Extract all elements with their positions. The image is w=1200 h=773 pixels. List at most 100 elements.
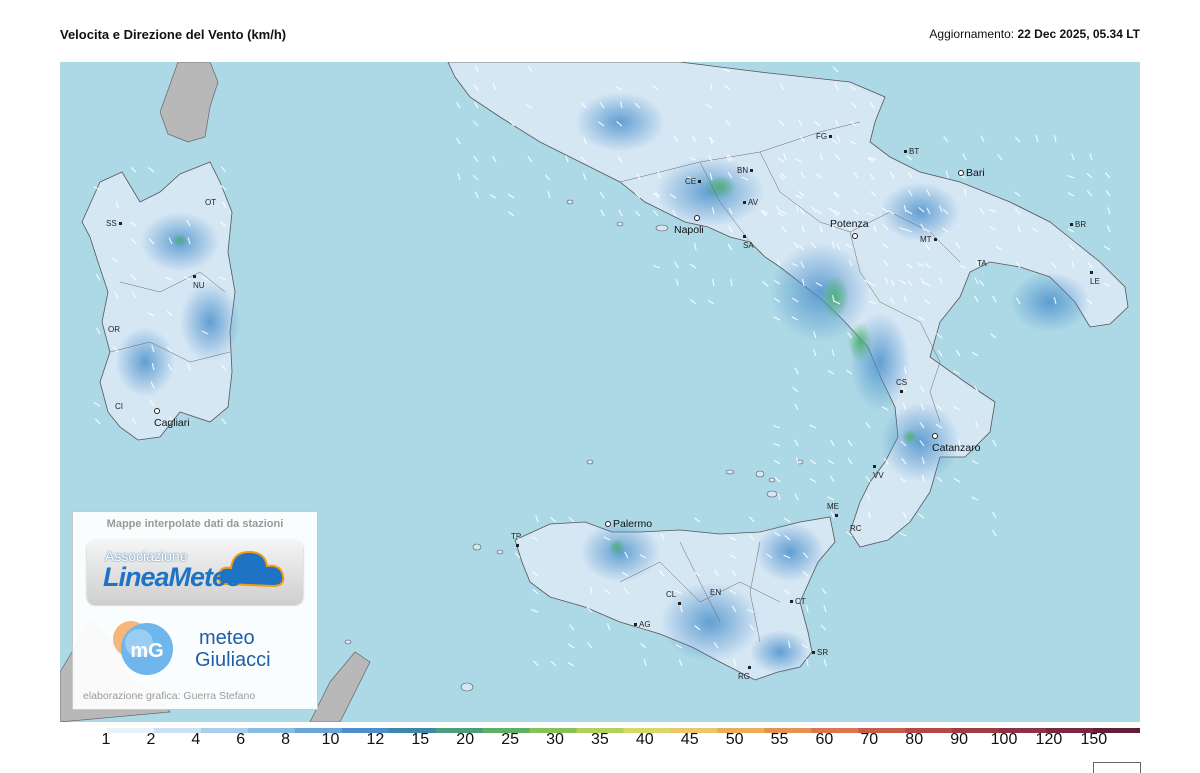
wind-barb xyxy=(831,241,835,249)
wind-barb xyxy=(812,331,817,339)
wind-barb xyxy=(131,417,137,425)
wind-barb xyxy=(906,263,913,269)
wind-barb xyxy=(1067,174,1075,179)
lineameteo-word-a: Linea xyxy=(103,562,170,592)
wind-barb xyxy=(705,103,713,109)
wind-barb xyxy=(811,206,817,213)
city-label: SR xyxy=(812,648,828,657)
wind-barb xyxy=(919,385,925,393)
wind-barb xyxy=(903,205,907,213)
city-label: BN xyxy=(737,166,755,175)
meteo-giuliacci-line2: Giuliacci xyxy=(195,649,271,671)
wind-barb xyxy=(130,166,137,173)
wind-barb xyxy=(834,119,839,127)
wind-barb xyxy=(532,571,539,577)
wind-barb xyxy=(689,263,697,269)
wind-barb xyxy=(794,367,799,375)
wind-barb xyxy=(636,173,641,181)
wind-barb xyxy=(926,207,931,215)
small-islands xyxy=(344,199,804,692)
wind-barb xyxy=(821,587,827,595)
wind-barb xyxy=(802,570,809,577)
city-label-major: Catanzaro xyxy=(932,430,980,454)
meteo-giuliacci-line1: meteo xyxy=(199,627,255,649)
wind-barb xyxy=(823,659,827,667)
wind-barb xyxy=(728,225,733,233)
wind-barb xyxy=(727,154,733,161)
wind-barb xyxy=(1017,225,1021,233)
wind-barb xyxy=(653,210,659,217)
wind-barb xyxy=(989,209,997,213)
wind-barb xyxy=(918,206,925,213)
wind-barb xyxy=(955,349,961,357)
scale-label: 10 xyxy=(321,731,340,748)
wind-barb xyxy=(919,421,925,429)
wind-barb xyxy=(598,121,605,127)
wind-barb xyxy=(925,244,931,251)
wind-barb xyxy=(220,364,227,371)
wind-barb xyxy=(586,606,593,613)
wind-barb xyxy=(491,155,497,163)
wind-barb xyxy=(653,193,661,197)
wind-barb xyxy=(810,242,817,249)
wind-barb xyxy=(900,440,907,447)
scale-label: 90 xyxy=(950,731,968,748)
wind-barb xyxy=(733,659,737,667)
wind-barb xyxy=(812,349,817,357)
scale-labels: 1 2 4 6 8 10 12 15 20 25 30 35 40 45 50 55 60 70 80 90 100 12… xyxy=(0,731,1200,753)
wind-barb xyxy=(907,171,913,179)
wind-barb xyxy=(788,640,791,649)
wind-barb xyxy=(990,333,997,339)
wind-barb xyxy=(691,225,697,233)
scale-swatch xyxy=(670,728,718,733)
wind-barb xyxy=(713,641,719,649)
wind-barb xyxy=(112,346,119,353)
wind-barb xyxy=(847,332,853,339)
wind-barb xyxy=(474,65,479,73)
wind-barb xyxy=(798,119,803,127)
wind-barb xyxy=(166,310,173,317)
wind-barb xyxy=(827,496,835,501)
wind-barb xyxy=(773,442,781,447)
wind-barb xyxy=(953,406,961,411)
wind-barb xyxy=(815,173,823,179)
wind-barb xyxy=(149,400,155,407)
city-label: CL xyxy=(666,590,683,608)
wind-barb xyxy=(675,644,683,649)
scale-swatch xyxy=(388,728,437,733)
wind-barb xyxy=(94,418,101,425)
city-label: VV xyxy=(873,462,884,480)
wind-barb xyxy=(834,83,839,91)
scale-label: 15 xyxy=(411,731,430,748)
scale-swatch xyxy=(858,728,906,733)
wind-barb xyxy=(941,227,949,233)
scale-swatch xyxy=(294,728,343,733)
wind-barb xyxy=(514,534,521,541)
wind-barb xyxy=(796,204,799,213)
scale-label: 6 xyxy=(236,731,246,748)
wind-barb xyxy=(624,551,629,559)
wind-barb xyxy=(832,66,839,73)
scale-label: 35 xyxy=(590,731,609,748)
wind-barb xyxy=(971,496,979,501)
scale-swatch xyxy=(60,728,108,733)
wind-barb xyxy=(778,120,785,127)
wind-barb xyxy=(815,282,823,287)
wind-barb xyxy=(780,172,787,179)
wind-barb xyxy=(805,605,809,613)
wind-barb xyxy=(806,658,809,667)
wind-barb xyxy=(869,300,877,305)
wind-barb xyxy=(799,135,805,143)
wind-barb xyxy=(508,211,515,217)
scale-swatch xyxy=(482,728,531,733)
wind-barb xyxy=(853,172,859,179)
city-label: BR xyxy=(1070,220,1086,229)
wind-barb xyxy=(781,226,787,233)
wind-barb xyxy=(151,345,155,353)
wind-barb xyxy=(727,172,733,179)
scale-label: 25 xyxy=(501,731,519,748)
city-label-major: Bari xyxy=(958,167,985,179)
cloud-icon xyxy=(217,550,285,588)
wind-barb xyxy=(953,477,961,483)
sponsor-logos-panel: Mappe interpolate dati da stazioni Assoc… xyxy=(72,511,318,710)
